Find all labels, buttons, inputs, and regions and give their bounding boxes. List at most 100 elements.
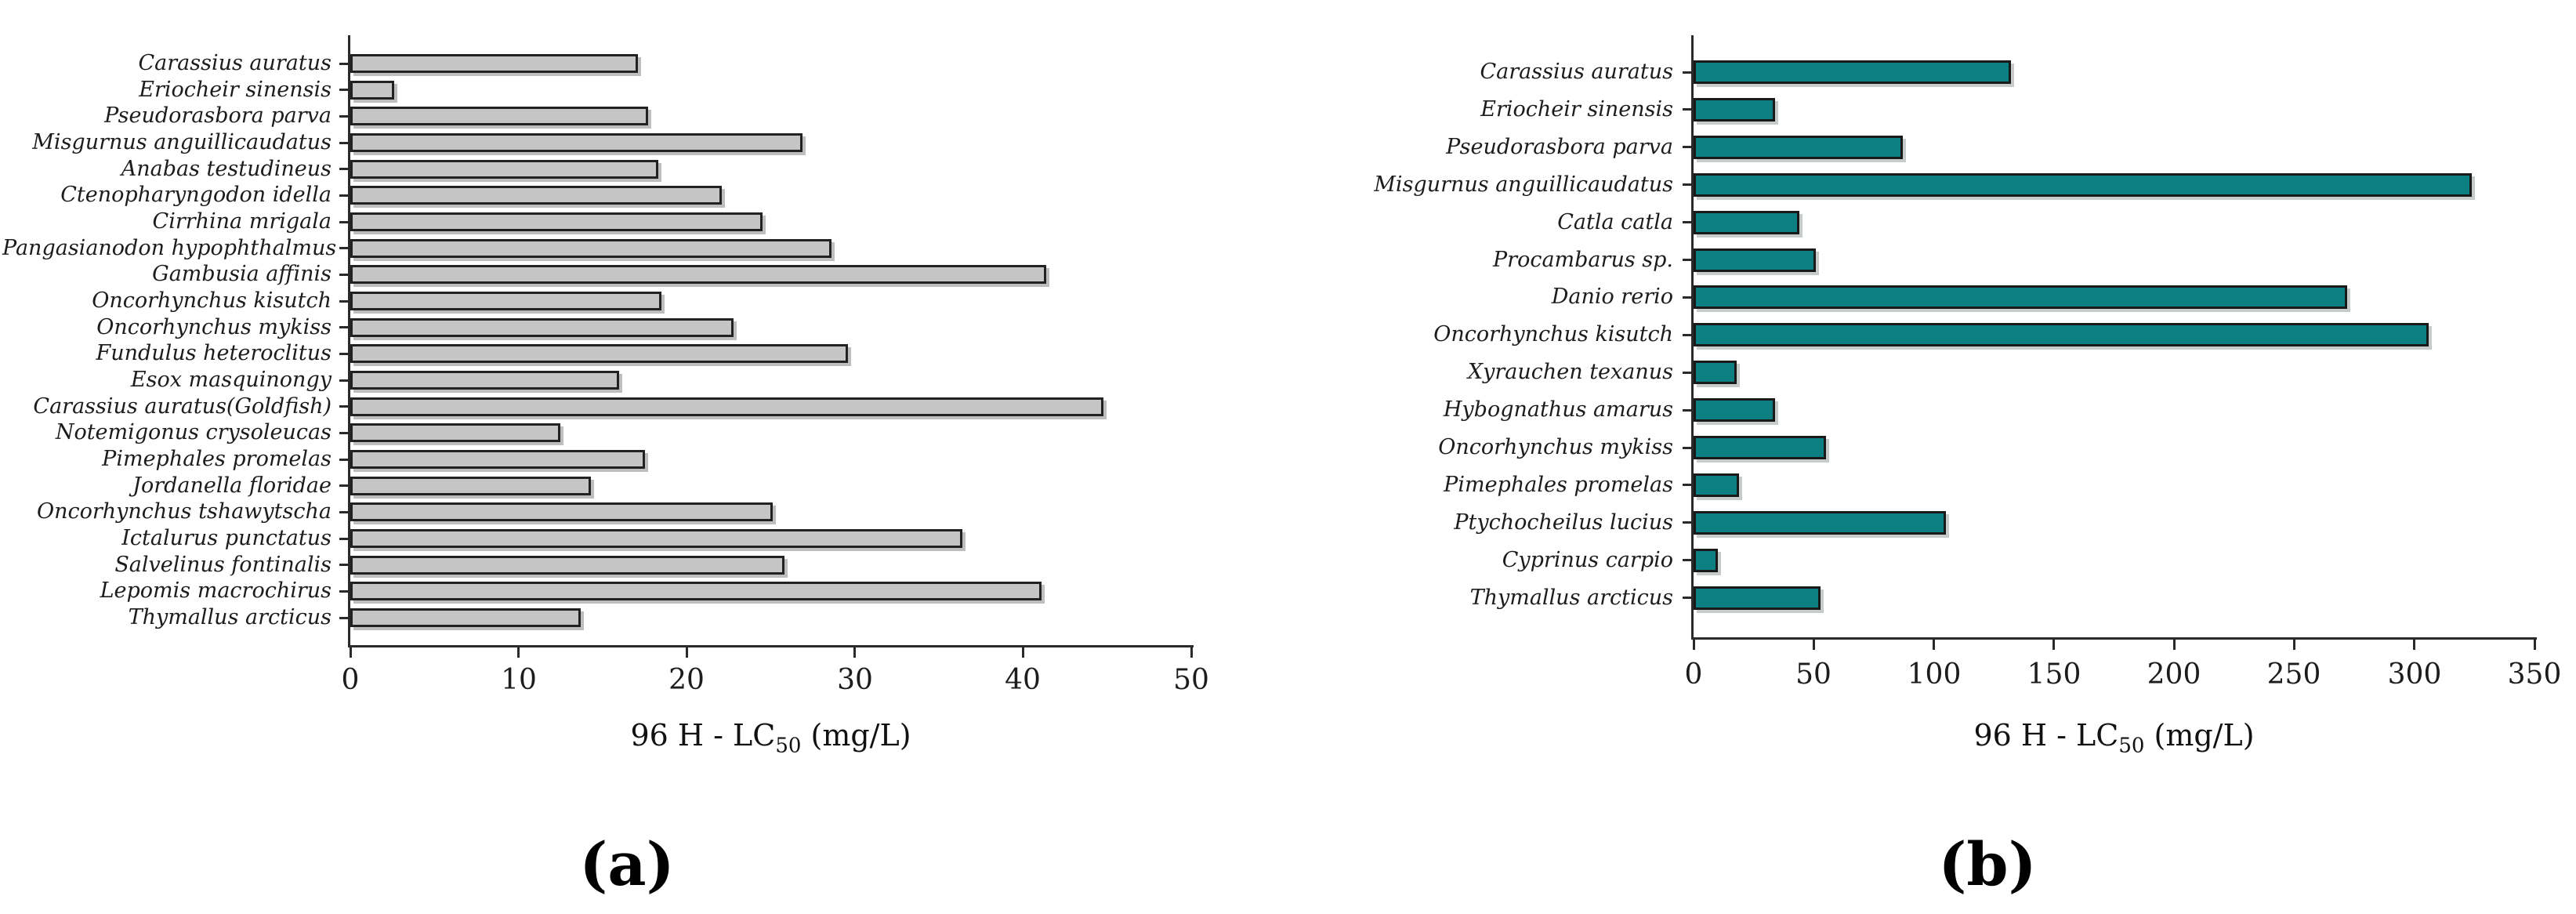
- x-tick-label: 50: [1795, 658, 1831, 691]
- caption-b: (b): [1938, 829, 2037, 899]
- y-tick: [339, 511, 348, 513]
- y-tick: [339, 405, 348, 408]
- bar: [350, 477, 591, 495]
- chart-b-x-axis-title: 96 H - LC50 (mg/L): [1694, 717, 2534, 756]
- x-tick: [1190, 645, 1193, 658]
- bar: [350, 54, 638, 73]
- bar: [1694, 586, 1821, 610]
- category-label: Danio rerio: [1551, 285, 1673, 309]
- x-tick-label: 40: [1005, 664, 1041, 696]
- bar: [1694, 511, 1946, 535]
- y-tick: [1683, 484, 1691, 486]
- x-tick: [1693, 637, 1695, 650]
- category-label: Misgurnus anguillicaudatus: [32, 130, 332, 154]
- x-tick: [2293, 637, 2295, 650]
- axis-title-text-a: 96 H - LC: [630, 718, 776, 753]
- category-label: Pseudorasbora parva: [1446, 135, 1673, 159]
- bar: [1694, 136, 1903, 159]
- bar: [1694, 436, 1826, 459]
- bar: [350, 212, 763, 231]
- category-label: Ptychocheilus lucius: [1454, 510, 1673, 535]
- category-label: Oncorhynchus kisutch: [1433, 322, 1673, 346]
- y-tick: [339, 221, 348, 223]
- category-label: Pimephales promelas: [1444, 473, 1673, 497]
- y-tick: [1683, 71, 1691, 74]
- bar: [350, 608, 581, 627]
- bar: [350, 397, 1103, 416]
- y-tick: [1683, 597, 1691, 599]
- category-label: Lepomis macrochirus: [100, 579, 332, 603]
- category-label: Esox masquinongy: [130, 368, 332, 392]
- category-label: Catla catla: [1557, 210, 1673, 234]
- x-tick: [350, 645, 352, 658]
- x-tick-label: 30: [837, 664, 873, 696]
- caption-a: (a): [579, 829, 675, 899]
- category-label: Gambusia affinis: [152, 262, 332, 286]
- y-tick: [339, 63, 348, 65]
- bar: [350, 556, 784, 575]
- category-label: Jordanella floridae: [132, 473, 332, 498]
- category-label: Thymallus arcticus: [128, 605, 332, 629]
- y-tick: [339, 590, 348, 593]
- y-tick: [339, 379, 348, 382]
- y-tick: [339, 432, 348, 434]
- bar: [1694, 98, 1775, 122]
- y-tick: [1683, 334, 1691, 336]
- category-label: Cirrhina mrigala: [152, 209, 332, 234]
- category-label: Cyprinus carpio: [1502, 548, 1673, 572]
- category-label: Oncorhynchus tshawytscha: [36, 499, 332, 524]
- y-tick: [1683, 372, 1691, 374]
- bar: [350, 107, 648, 125]
- category-label: Anabas testudineus: [121, 157, 332, 181]
- y-tick: [339, 168, 348, 170]
- y-tick: [339, 326, 348, 328]
- bar: [350, 81, 394, 100]
- x-tick-label: 350: [2507, 658, 2562, 691]
- axis-title-sub-a: 50: [775, 734, 802, 758]
- x-tick-label: 150: [2027, 658, 2081, 691]
- bar: [350, 292, 661, 310]
- x-tick-label: 50: [1173, 664, 1209, 696]
- category-label: Oncorhynchus mykiss: [1438, 435, 1673, 459]
- bar: [1694, 248, 1816, 272]
- category-label: Notemigonus crysoleucas: [55, 420, 332, 444]
- bar: [350, 502, 773, 521]
- category-label: Hybognathus amarus: [1443, 397, 1673, 422]
- x-tick-label: 10: [501, 664, 537, 696]
- y-tick: [339, 274, 348, 276]
- y-tick: [339, 459, 348, 461]
- y-tick: [339, 115, 348, 118]
- y-tick: [339, 89, 348, 91]
- x-tick-label: 0: [1684, 658, 1703, 691]
- category-label: Ctenopharyngodon idella: [60, 183, 332, 207]
- y-tick: [1683, 146, 1691, 148]
- y-axis: [348, 35, 350, 647]
- x-tick: [2413, 637, 2415, 650]
- chart-a-x-axis-title: 96 H - LC50 (mg/L): [350, 717, 1191, 756]
- x-axis: [348, 645, 1194, 647]
- category-label: Carassius auratus: [138, 51, 332, 75]
- x-tick-label: 200: [2147, 658, 2201, 691]
- y-tick: [339, 300, 348, 303]
- bar: [1694, 60, 2011, 84]
- y-axis: [1691, 35, 1694, 640]
- category-label: Misgurnus anguillicaudatus: [1374, 172, 1673, 197]
- bar: [1694, 211, 1799, 234]
- bar: [350, 371, 619, 390]
- category-label: Pimephales promelas: [102, 447, 332, 471]
- x-tick: [517, 645, 520, 658]
- x-tick: [1813, 637, 1815, 650]
- x-tick: [686, 645, 688, 658]
- x-axis: [1691, 637, 2537, 640]
- y-tick: [339, 564, 348, 566]
- x-tick-label: 100: [1907, 658, 1962, 691]
- bar: [350, 318, 734, 337]
- y-tick: [339, 353, 348, 355]
- category-label: Xyrauchen texanus: [1467, 360, 1673, 384]
- bar: [1694, 285, 2347, 309]
- category-label: Pangasianodon hypophthalmus: [2, 236, 337, 260]
- category-label: Oncorhynchus kisutch: [92, 288, 332, 313]
- bar: [1694, 323, 2429, 346]
- bar: [350, 423, 560, 442]
